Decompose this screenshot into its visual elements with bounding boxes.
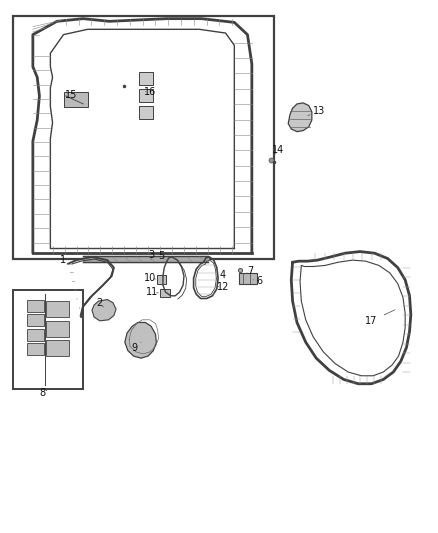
Polygon shape (125, 322, 156, 358)
Text: 16: 16 (144, 87, 156, 96)
Text: 7: 7 (246, 266, 254, 276)
Text: 17: 17 (365, 310, 395, 326)
Text: 3: 3 (148, 250, 154, 260)
Polygon shape (288, 103, 312, 132)
Text: 6: 6 (253, 277, 262, 286)
Text: 13: 13 (308, 106, 325, 116)
Text: 8: 8 (40, 389, 47, 398)
Polygon shape (157, 275, 166, 284)
Polygon shape (46, 321, 69, 337)
Polygon shape (239, 273, 257, 284)
Text: 9: 9 (132, 342, 141, 352)
Polygon shape (139, 72, 153, 85)
Text: 4: 4 (216, 270, 226, 280)
Text: 12: 12 (217, 282, 230, 292)
Text: 1: 1 (60, 255, 78, 264)
Text: 10: 10 (144, 273, 156, 283)
Polygon shape (27, 343, 44, 355)
Text: 5: 5 (158, 251, 167, 261)
Polygon shape (27, 314, 44, 326)
Polygon shape (27, 300, 44, 312)
Text: 11: 11 (146, 287, 159, 297)
Polygon shape (139, 106, 153, 119)
Text: 14: 14 (272, 146, 284, 156)
Text: 15: 15 (65, 90, 77, 100)
Polygon shape (92, 300, 116, 321)
Text: 2: 2 (97, 298, 103, 308)
Polygon shape (46, 301, 69, 317)
Polygon shape (139, 89, 153, 102)
Polygon shape (46, 340, 69, 356)
Polygon shape (27, 329, 44, 341)
Polygon shape (160, 289, 170, 297)
Polygon shape (64, 92, 88, 107)
Bar (13, 16, 274, 259)
Bar (13, 290, 83, 389)
